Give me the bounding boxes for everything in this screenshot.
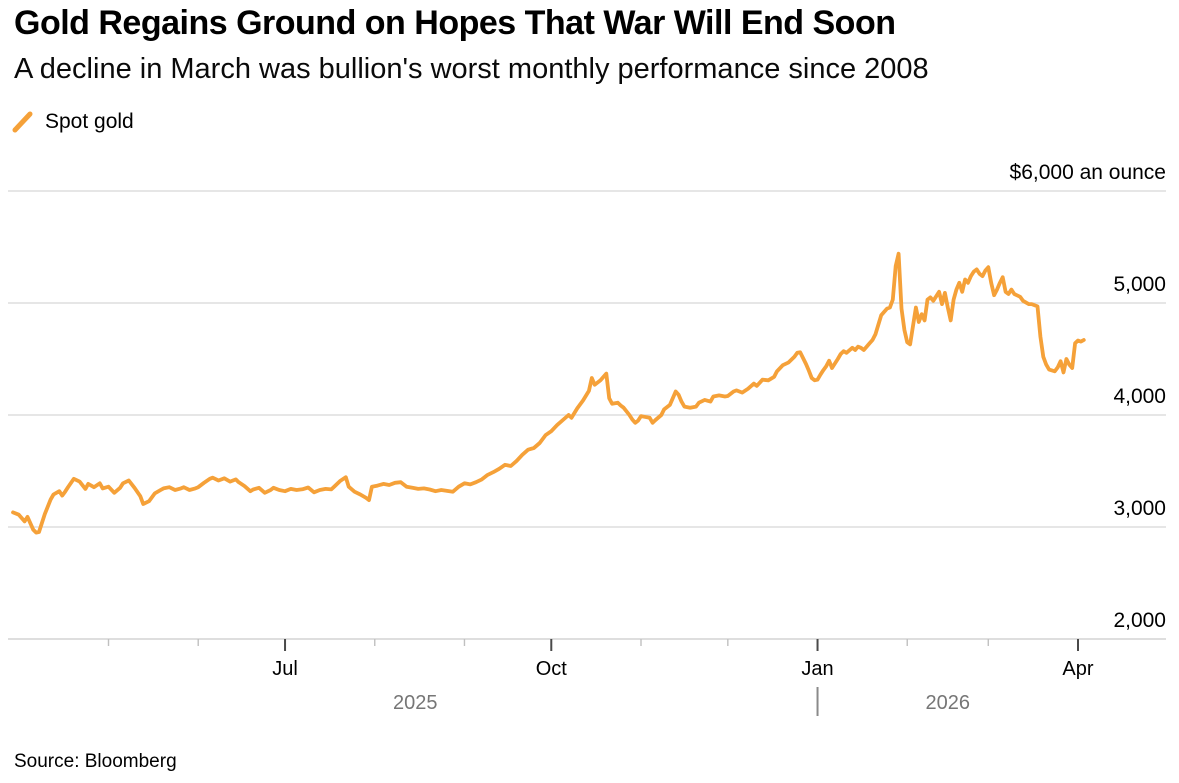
- year-label-2026: 2026: [925, 692, 971, 714]
- legend: Spot gold: [12, 110, 134, 134]
- y-axis-label-4000: 4,000: [1113, 385, 1166, 408]
- x-axis-label-jan: Jan: [801, 658, 834, 680]
- year-label-2025: 2025: [393, 692, 438, 714]
- y-axis-label-5000: 5,000: [1113, 273, 1166, 296]
- x-axis-label-oct: Oct: [535, 658, 567, 680]
- source-note: Source: Bloomberg: [14, 751, 177, 772]
- spot-gold-slash-icon: [12, 111, 33, 133]
- x-axis-label-apr: Apr: [1062, 658, 1094, 680]
- y-axis-label-6000: $6,000 an ounce: [1009, 161, 1166, 184]
- x-axis-label-jul: Jul: [272, 658, 298, 680]
- spot-gold-price-line: [11, 251, 1086, 535]
- chart-title: Gold Regains Ground on Hopes That War Wi…: [14, 4, 896, 42]
- legend-label-spot-gold: Spot gold: [45, 110, 134, 133]
- y-axis-label-2000: 2,000: [1113, 609, 1166, 632]
- chart-subtitle: A decline in March was bullion's worst m…: [14, 53, 929, 85]
- y-axis-label-3000: 3,000: [1113, 497, 1166, 520]
